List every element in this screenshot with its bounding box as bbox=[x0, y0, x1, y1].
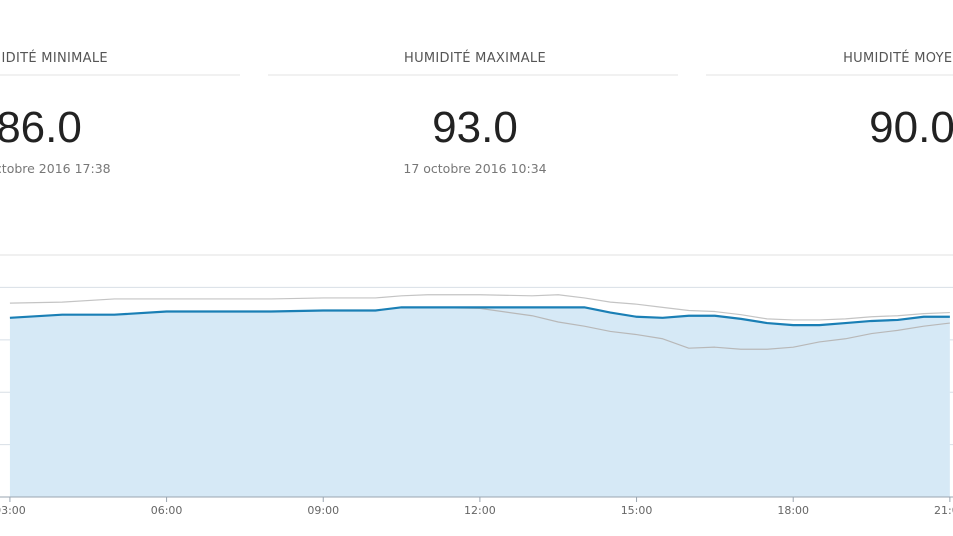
x-tick-label: 15:00 bbox=[621, 504, 653, 517]
cards: HUMIDITÉ MINIMALE 86.0 17 octobre 2016 17:… bbox=[0, 50, 953, 176]
card-title: HUMIDITÉ MAXIMALE bbox=[404, 50, 546, 66]
x-tick-label: 18:00 bbox=[777, 504, 809, 517]
series-line bbox=[9, 294, 950, 321]
x-tick-label: 21:00 bbox=[934, 504, 953, 517]
card-title: HUMIDITÉ MOYENNE bbox=[843, 50, 953, 66]
x-tick-label: 09:00 bbox=[307, 504, 339, 517]
x-tick-label: 12:00 bbox=[464, 504, 496, 517]
card-value: 93.0 bbox=[432, 103, 518, 152]
card-title: HUMIDITÉ MINIMALE bbox=[0, 50, 108, 66]
card-date: 17 octobre 2016 17:38 bbox=[0, 161, 111, 176]
x-tick-label: 03:00 bbox=[0, 504, 26, 517]
card-date: 17 octobre 2016 10:34 bbox=[403, 161, 546, 176]
x-tick-label: 06:00 bbox=[151, 504, 183, 517]
area bbox=[9, 307, 950, 497]
card-value: 90.0 bbox=[869, 103, 953, 152]
card-value: 86.0 bbox=[0, 103, 82, 152]
series-line bbox=[9, 306, 950, 327]
plot: 03:00 06:00 09:00 12:00 15:00 18:00 21:00 bbox=[0, 286, 953, 517]
